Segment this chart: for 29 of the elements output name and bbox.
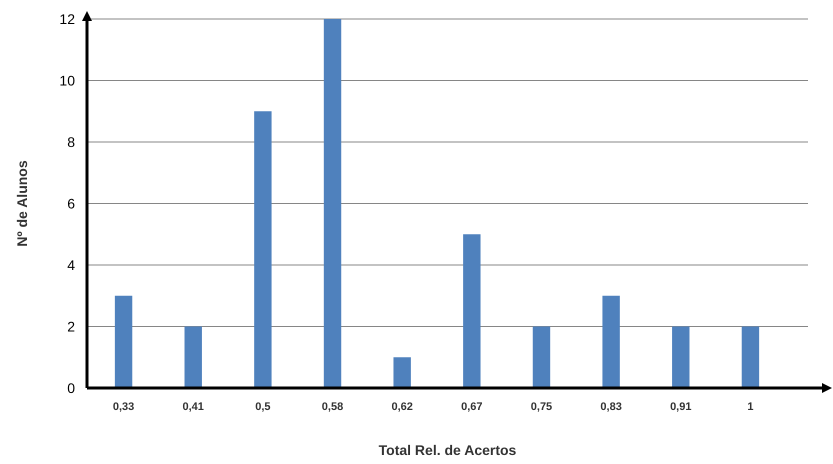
bar	[393, 357, 411, 388]
y-tick-label: 4	[67, 256, 76, 273]
x-tick-label: 0,83	[600, 401, 622, 413]
x-tick-label: 0,33	[112, 401, 134, 413]
bar	[114, 296, 132, 388]
bar	[324, 19, 342, 388]
bar	[254, 111, 272, 388]
x-tick-label: 1	[747, 401, 754, 413]
bar	[184, 326, 202, 388]
x-axis-title: Total Rel. de Acertos	[378, 442, 517, 458]
y-tick-label: 0	[67, 380, 76, 396]
x-tick-label: 0,91	[670, 401, 692, 413]
y-tick-label: 8	[67, 134, 76, 150]
x-tick-label: 0,58	[322, 401, 344, 413]
bar	[532, 326, 550, 388]
y-tick-label: 2	[67, 318, 76, 334]
y-tick-label: 6	[67, 195, 76, 212]
y-tick-label: 10	[59, 72, 76, 88]
y-tick-label: 12	[59, 10, 76, 27]
y-axis-title: Nº de Alunos	[14, 160, 30, 247]
x-tick-label: 0,41	[182, 401, 204, 413]
bar	[672, 326, 690, 388]
bar	[463, 234, 481, 388]
x-tick-label: 0,67	[461, 401, 483, 413]
bar	[742, 326, 760, 388]
x-tick-label: 0,75	[530, 401, 552, 413]
x-tick-label: 0,5	[255, 401, 271, 413]
x-tick-label: 0,62	[391, 401, 413, 413]
bar	[602, 296, 620, 388]
